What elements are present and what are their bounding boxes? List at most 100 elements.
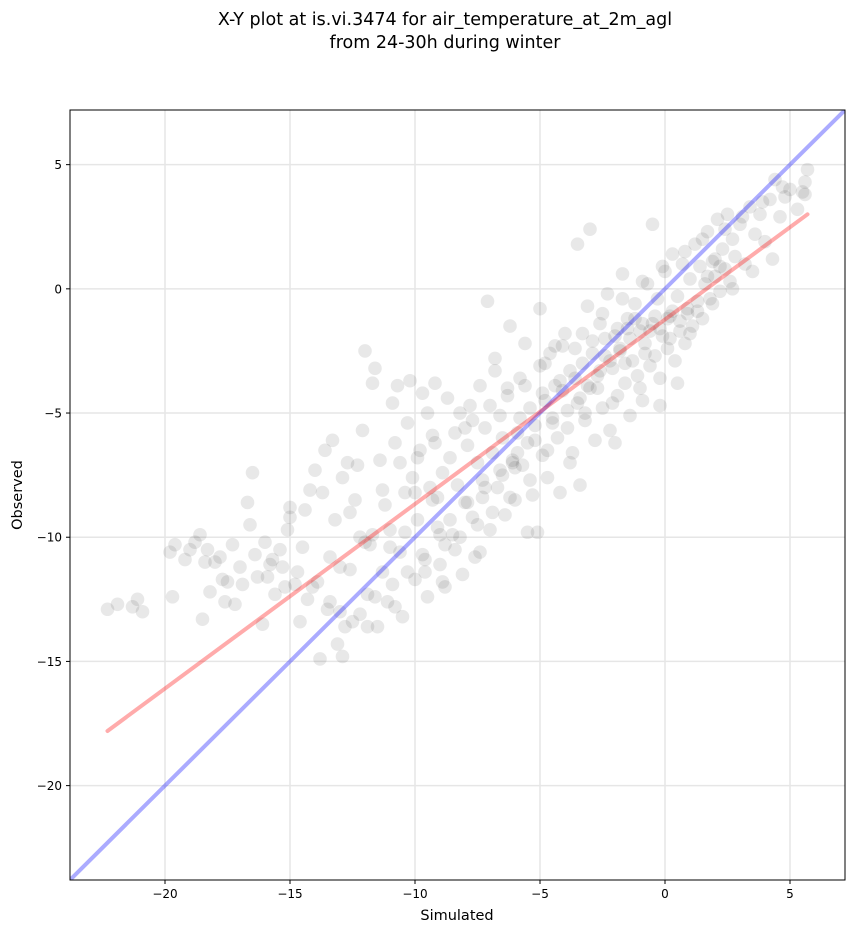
data-point <box>200 542 215 557</box>
data-point <box>245 465 260 480</box>
data-point <box>790 202 805 217</box>
data-point <box>755 195 770 209</box>
data-point <box>590 381 605 395</box>
data-point <box>130 592 145 607</box>
x-tick-label: −20 <box>152 887 177 901</box>
data-point <box>685 319 700 333</box>
data-point <box>433 557 447 572</box>
data-point <box>283 500 297 515</box>
data-point <box>418 552 432 567</box>
data-point <box>678 336 692 351</box>
data-point <box>768 172 782 187</box>
data-point <box>390 378 405 393</box>
data-point <box>523 401 537 415</box>
data-point <box>628 311 642 326</box>
data-point <box>753 207 767 222</box>
data-point <box>388 599 402 614</box>
data-point <box>478 421 492 435</box>
data-point <box>335 649 350 664</box>
data-point <box>240 495 255 510</box>
data-point <box>515 458 530 472</box>
data-point <box>623 408 637 423</box>
data-point <box>475 473 490 487</box>
chart-subtitle: from 24-30h during winter <box>330 33 562 53</box>
identity-line <box>70 110 845 880</box>
data-point <box>368 361 382 376</box>
data-point <box>765 252 780 266</box>
data-point <box>775 180 790 194</box>
data-point <box>453 530 467 545</box>
data-point <box>493 463 507 477</box>
data-point <box>490 480 505 495</box>
data-point <box>378 498 392 512</box>
data-point <box>635 316 650 331</box>
data-point <box>595 306 610 321</box>
data-point <box>640 277 655 291</box>
data-point <box>383 522 397 537</box>
data-point <box>498 508 512 522</box>
data-point <box>458 421 472 435</box>
data-point <box>605 396 620 410</box>
data-point <box>675 257 690 271</box>
chart-title: X-Y plot at is.vi.3474 for air_temperatu… <box>218 10 672 30</box>
data-point <box>508 493 522 507</box>
data-point <box>600 287 615 301</box>
y-tick-label: −10 <box>37 531 62 545</box>
data-point <box>425 428 440 443</box>
data-point <box>738 257 752 271</box>
data-point <box>365 376 380 391</box>
data-point <box>658 264 672 279</box>
data-point <box>743 200 757 214</box>
data-point <box>475 490 490 505</box>
data-point <box>470 455 485 470</box>
data-point <box>565 445 580 460</box>
data-point <box>385 577 400 592</box>
x-tick-label: −5 <box>531 887 549 901</box>
data-point <box>575 326 590 341</box>
data-point <box>625 354 640 368</box>
data-point <box>453 406 467 420</box>
data-point <box>323 550 337 564</box>
data-point <box>500 381 515 395</box>
data-point <box>735 210 750 224</box>
y-tick-label: −15 <box>37 655 62 669</box>
data-point <box>168 537 182 552</box>
data-point <box>508 460 522 475</box>
data-point <box>530 525 545 540</box>
data-point <box>493 408 507 423</box>
data-point <box>543 346 557 361</box>
data-point <box>593 316 607 331</box>
data-point <box>288 577 302 592</box>
data-point <box>718 222 732 237</box>
data-point <box>593 364 607 378</box>
data-point <box>610 388 625 403</box>
data-point <box>485 505 500 520</box>
data-point <box>635 274 650 289</box>
data-point <box>395 609 410 624</box>
data-point <box>448 542 462 557</box>
data-point <box>663 309 677 323</box>
data-point <box>343 562 357 577</box>
data-point <box>573 478 587 492</box>
data-point <box>295 540 310 554</box>
data-point <box>800 162 815 177</box>
data-point <box>125 599 140 614</box>
data-point <box>648 349 662 363</box>
data-point <box>670 376 685 391</box>
data-point <box>290 565 305 579</box>
data-point <box>213 550 227 564</box>
data-point <box>398 485 412 500</box>
data-point <box>433 527 447 542</box>
x-axis-label: Simulated <box>420 908 493 924</box>
data-point <box>700 269 715 284</box>
data-point <box>298 503 312 517</box>
data-point <box>555 383 570 398</box>
data-point <box>463 398 477 413</box>
data-point <box>333 560 347 574</box>
data-point <box>585 346 600 361</box>
data-point <box>663 331 677 346</box>
data-point <box>505 455 520 470</box>
data-point <box>653 321 667 336</box>
data-point <box>720 207 735 222</box>
data-point <box>715 242 730 256</box>
